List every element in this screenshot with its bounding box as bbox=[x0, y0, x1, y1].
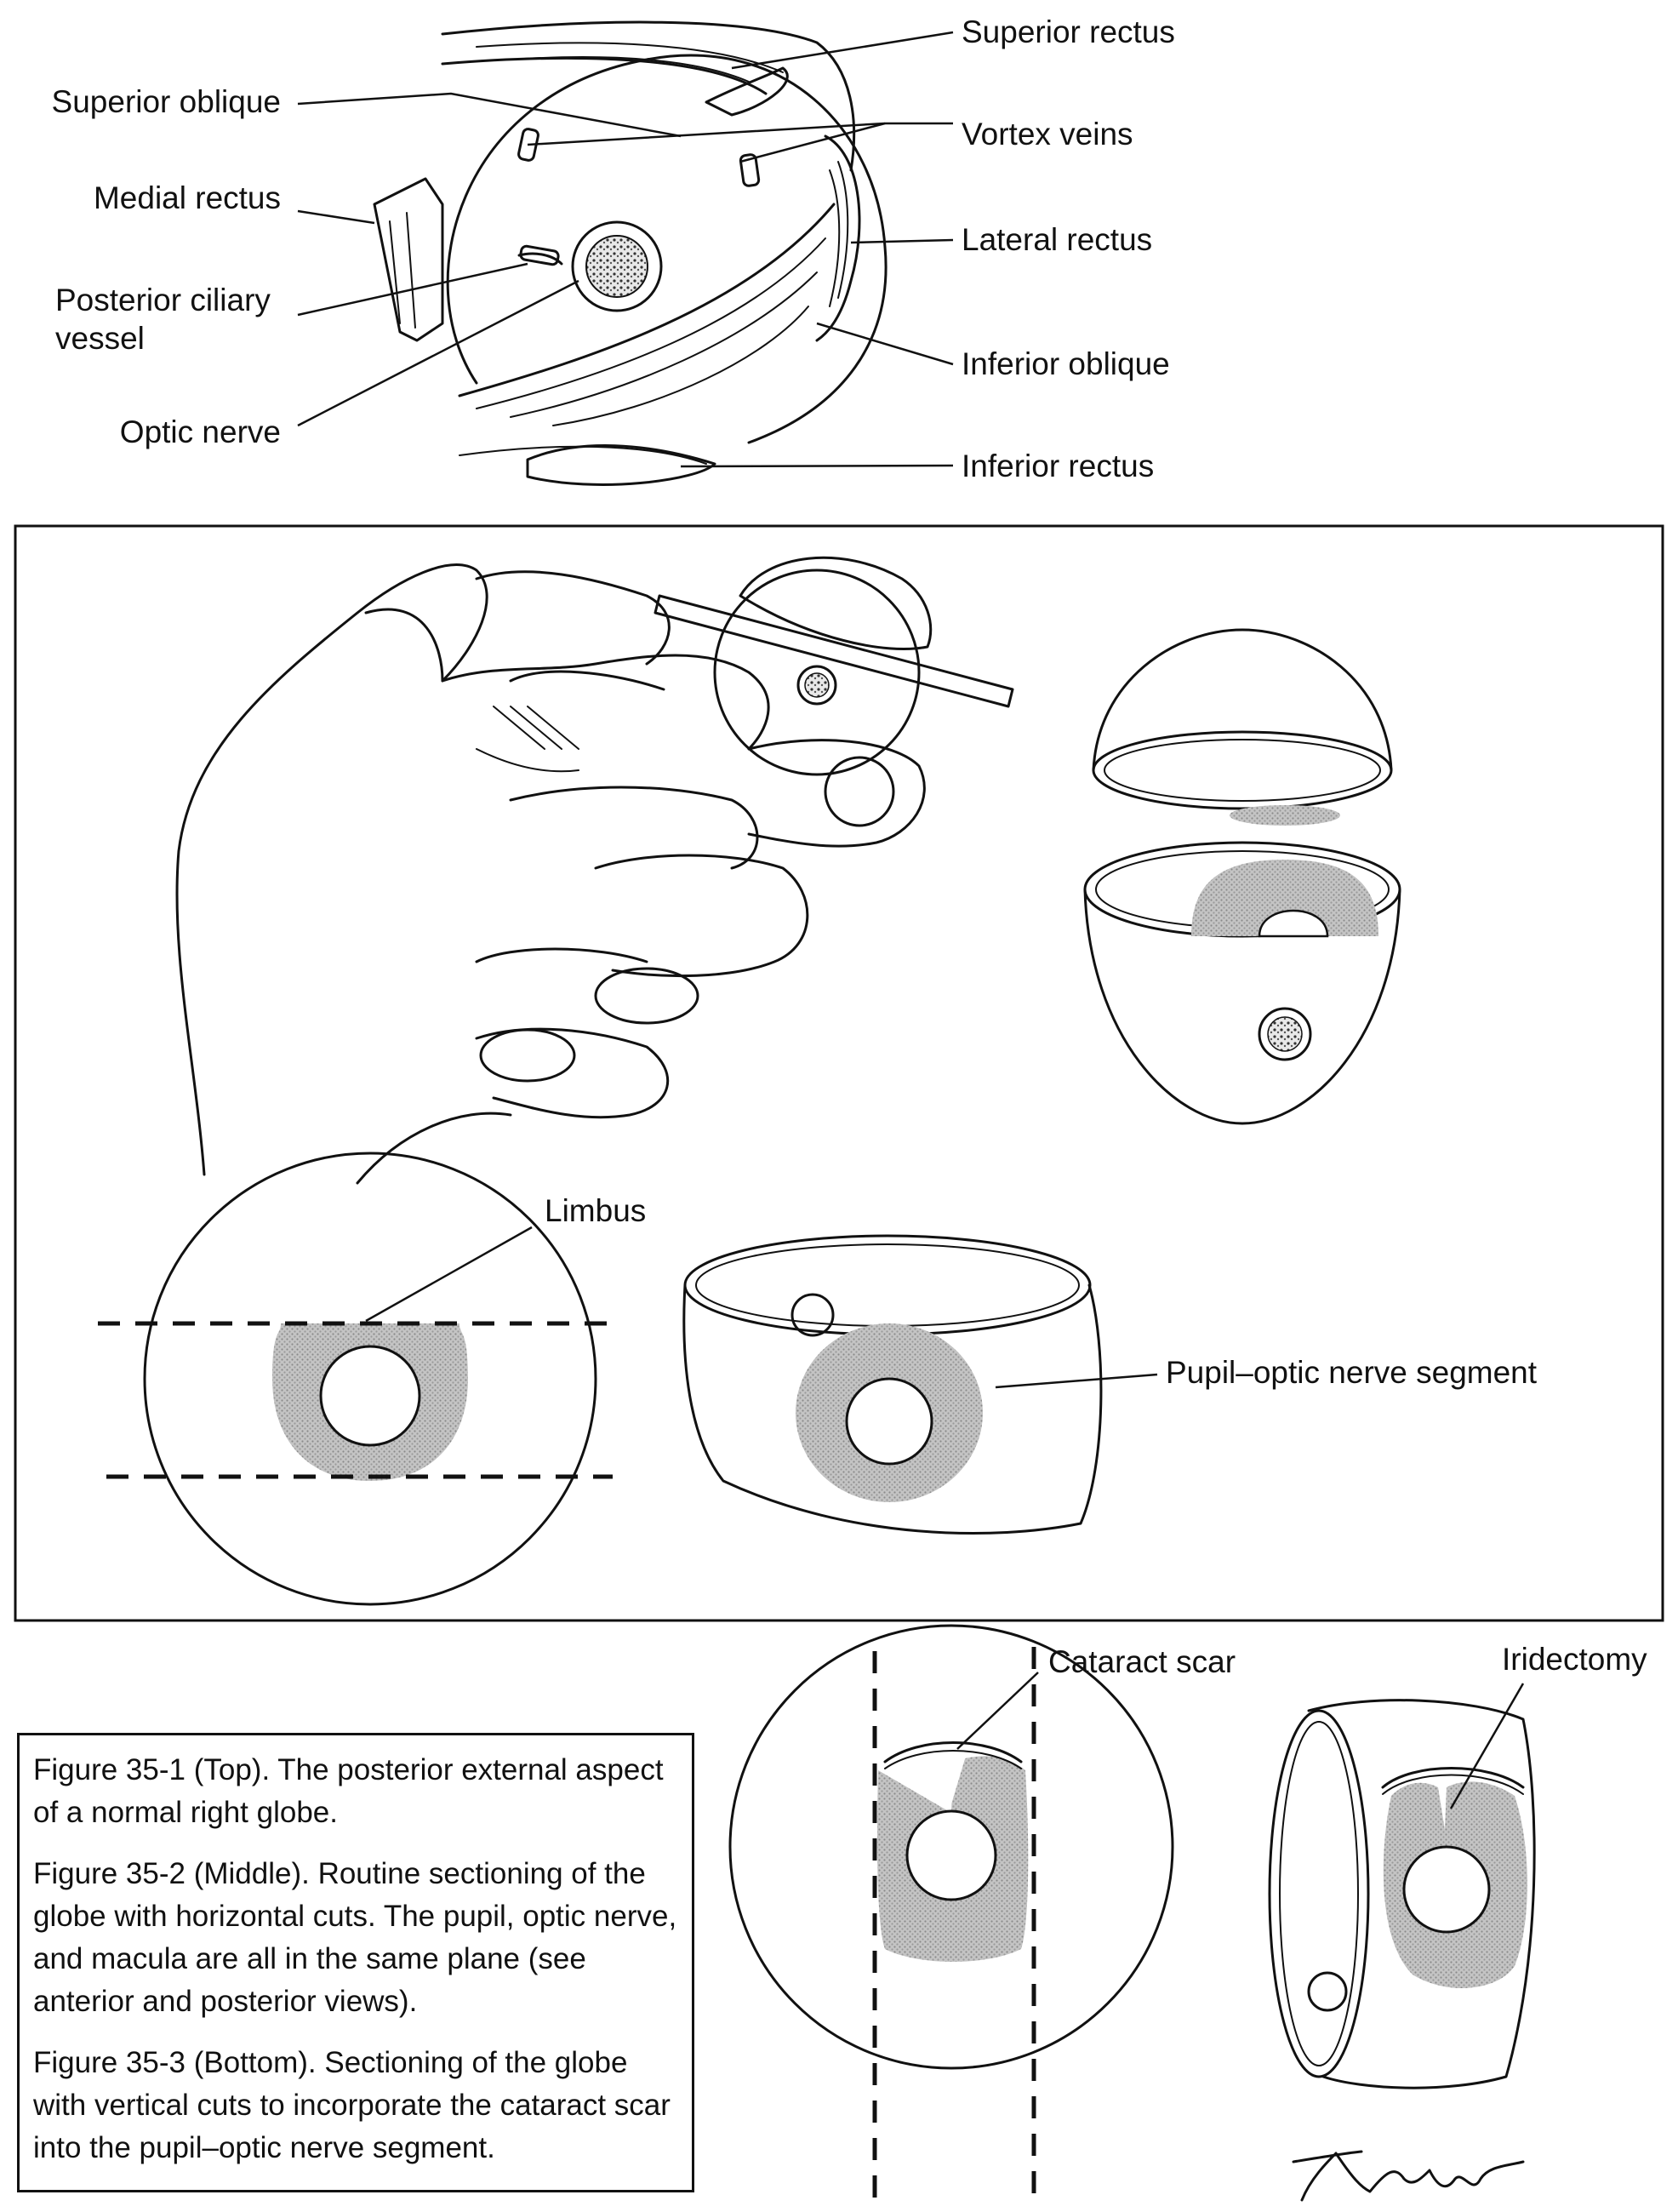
caption-box: Figure 35-1 (Top). The posterior externa… bbox=[17, 1733, 694, 2192]
held-globe bbox=[713, 569, 921, 776]
inferior-oblique-muscle bbox=[458, 203, 836, 397]
vortex-vein-1 bbox=[517, 128, 539, 162]
hand-with-globe bbox=[175, 556, 1014, 1185]
anterior-view-vertical-cuts: Cataract scar bbox=[728, 1624, 1236, 2204]
posterior-ciliary-vessel bbox=[517, 252, 563, 266]
caption-figure-35-2: Figure 35-2 (Middle). Routine sectioning… bbox=[33, 1857, 677, 2018]
label-superior-oblique: Superior oblique bbox=[52, 84, 281, 119]
figure-35-2-frame bbox=[14, 524, 1664, 1622]
label-inferior-oblique: Inferior oblique bbox=[962, 346, 1170, 381]
label-optic-nerve: Optic nerve bbox=[120, 414, 281, 449]
label-inferior-rectus: Inferior rectus bbox=[962, 449, 1154, 483]
cut-globe-halves bbox=[1083, 628, 1401, 1125]
label-limbus: Limbus bbox=[545, 1193, 646, 1228]
label-pupil-optic-segment: Pupil–optic nerve segment bbox=[1166, 1355, 1538, 1390]
lateral-rectus-muscle bbox=[815, 134, 861, 342]
cataract-scar-mark bbox=[883, 1741, 1023, 1763]
caption-figure-35-3: Figure 35-3 (Bottom). Sectioning of the … bbox=[33, 2046, 671, 2164]
vortex-vein-2 bbox=[739, 153, 761, 187]
iridectomy-mark bbox=[1381, 1767, 1525, 1789]
label-medial-rectus: Medial rectus bbox=[94, 180, 281, 215]
pupil bbox=[319, 1345, 421, 1447]
optic-nerve-head bbox=[585, 235, 648, 298]
artist-signature bbox=[1292, 2150, 1525, 2202]
caption-figure-35-1: Figure 35-1 (Top). The posterior externa… bbox=[33, 1753, 664, 1829]
label-posterior-ciliary-vessel: vessel bbox=[55, 321, 145, 356]
anterior-view-horizontal-cuts: Limbus bbox=[98, 1152, 646, 1606]
pupil-optic-segment-band: Pupil–optic nerve segment bbox=[682, 1234, 1538, 1535]
label-lateral-rectus: Lateral rectus bbox=[962, 222, 1152, 257]
optic-nerve-ring bbox=[571, 220, 663, 312]
medial-rectus-muscle bbox=[373, 177, 444, 342]
label-cataract-scar: Cataract scar bbox=[1048, 1644, 1236, 1679]
inferior-rectus-muscle bbox=[526, 444, 716, 486]
bottom-half bbox=[1083, 888, 1401, 1125]
globe-outline bbox=[446, 54, 888, 444]
razor-blade bbox=[654, 594, 1014, 708]
superior-muscle bbox=[441, 20, 856, 172]
label-iridectomy: Iridectomy bbox=[1502, 1642, 1647, 1677]
figure-35-1-globe: Superior rectus Superior oblique Vortex … bbox=[52, 14, 1175, 486]
label-vortex-veins: Vortex veins bbox=[962, 117, 1133, 151]
label-posterior-ciliary: Posterior ciliary bbox=[55, 283, 271, 317]
top-cap bbox=[1092, 628, 1393, 772]
label-superior-rectus: Superior rectus bbox=[962, 14, 1175, 49]
vertical-segment-band: Iridectomy bbox=[1268, 1642, 1647, 2089]
